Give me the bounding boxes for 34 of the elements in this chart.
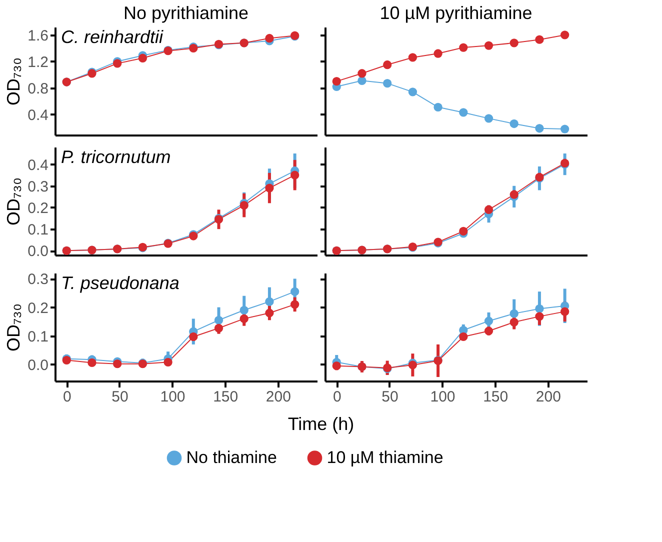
y-tick-label: 0.1 (28, 328, 48, 346)
x-tick-label: 150 (483, 388, 508, 406)
y-axis-title: OD₇₃₀ (4, 178, 24, 226)
annotation: P. tricornutum (61, 147, 171, 167)
x-tick-label: 150 (213, 388, 238, 406)
x-tick-label: 50 (382, 388, 398, 406)
y-tick-label: 1.2 (28, 54, 48, 71)
x-tick-label: 100 (430, 388, 456, 406)
y-tick-label: 0.3 (28, 271, 48, 288)
legend-label: 10 µM thiamine (326, 448, 444, 467)
chart-title: 10 µM pyrithiamine (380, 3, 532, 23)
y-tick-label: 0.4 (28, 106, 48, 124)
legend-label: No thiamine (186, 448, 277, 467)
y-tick-label: 0.3 (28, 178, 48, 196)
x-axis-title: Time (h) (288, 414, 354, 434)
y-axis-title: OD₇₃₀ (4, 304, 24, 352)
x-tick-label: 0 (62, 388, 72, 406)
x-tick-label: 50 (112, 388, 128, 406)
y-tick-label: 0.1 (28, 222, 48, 239)
chart-title: No pyrithiamine (123, 3, 249, 23)
y-tick-label: 0.4 (28, 156, 48, 174)
x-tick-label: 100 (160, 388, 186, 406)
y-tick-label: 0.2 (28, 300, 48, 317)
y-tick-label: 1.6 (28, 27, 48, 44)
y-axis-title: OD₇₃₀ (4, 58, 24, 106)
x-tick-label: 200 (266, 388, 291, 406)
y-tick-label: 0.0 (28, 356, 48, 374)
y-tick-label: 0.0 (28, 243, 48, 260)
annotation: T. pseudonana (61, 273, 180, 293)
y-tick-label: 0.8 (28, 80, 48, 98)
x-tick-label: 200 (536, 388, 561, 406)
annotation: C. reinhardtii (61, 27, 164, 47)
x-tick-label: 0 (332, 388, 342, 406)
y-tick-label: 0.2 (28, 200, 48, 217)
